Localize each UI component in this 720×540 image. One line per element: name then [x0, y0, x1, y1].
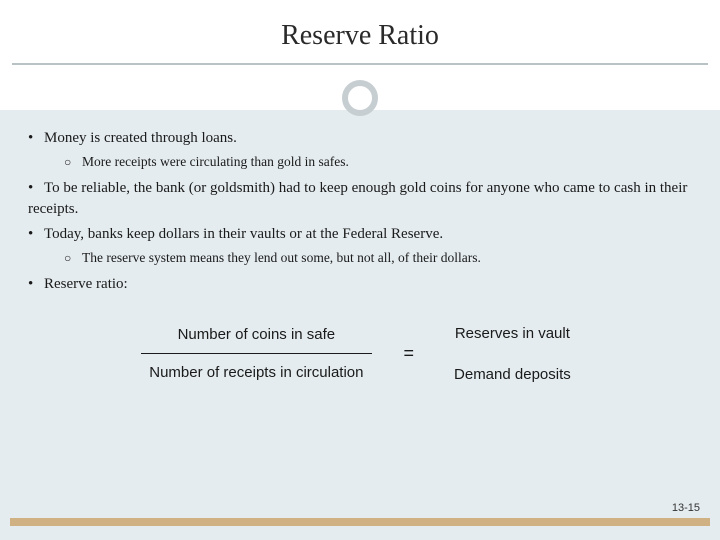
page-number: 13-15: [672, 502, 700, 514]
formula-right-numerator: Reserves in vault: [446, 323, 579, 354]
formula-left-numerator: Number of coins in safe: [141, 324, 371, 353]
formula-left-fraction: Number of coins in safe Number of receip…: [141, 324, 371, 383]
formula-left-denominator: Number of receipts in circulation: [141, 353, 371, 383]
bullet-3a-text: The reserve system means they lend out s…: [82, 250, 481, 265]
formula-right-fraction: Reserves in vault Demand deposits: [446, 323, 579, 385]
bullet-3a: ○The reserve system means they lend out …: [64, 249, 692, 268]
bullet-2: •To be reliable, the bank (or goldsmith)…: [28, 178, 692, 220]
bullet-1-text: Money is created through loans.: [44, 130, 237, 146]
title-rule: [12, 63, 708, 65]
bullet-1a: ○More receipts were circulating than gol…: [64, 153, 692, 172]
bullet-2-text: To be reliable, the bank (or goldsmith) …: [28, 180, 687, 217]
bottom-accent-stripe: [10, 518, 710, 526]
formula-right-denominator: Demand deposits: [446, 354, 579, 385]
bullet-3-text: Today, banks keep dollars in their vault…: [44, 226, 443, 242]
bullet-4-text: Reserve ratio:: [44, 276, 128, 292]
bullet-1a-text: More receipts were circulating than gold…: [82, 154, 349, 169]
bullet-3: •Today, banks keep dollars in their vaul…: [28, 224, 692, 245]
formula-equals: =: [404, 341, 415, 366]
reserve-ratio-formula: Number of coins in safe Number of receip…: [28, 323, 692, 385]
bullet-1: •Money is created through loans.: [28, 128, 692, 149]
slide-title: Reserve Ratio: [0, 20, 720, 52]
bullet-4: •Reserve ratio:: [28, 274, 692, 295]
ring-icon: [342, 80, 378, 116]
content-area: •Money is created through loans. ○More r…: [28, 128, 692, 385]
